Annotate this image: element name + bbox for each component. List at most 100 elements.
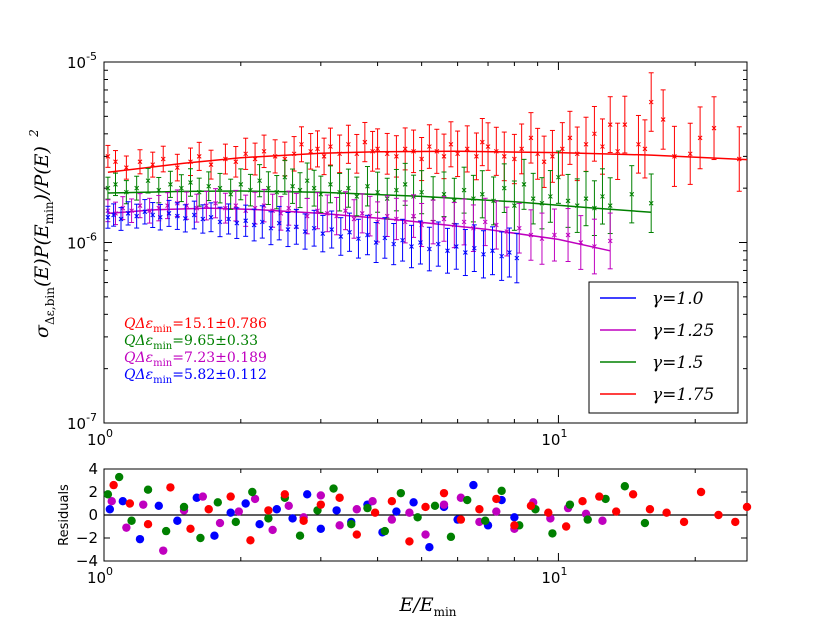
data-point — [426, 226, 432, 272]
residual-point — [714, 510, 723, 520]
data-point — [382, 217, 388, 259]
data-point — [660, 89, 666, 150]
residuals-axis-ticks — [103, 468, 747, 562]
data-point — [129, 198, 135, 223]
data-point — [351, 199, 357, 239]
residual-point — [316, 524, 326, 533]
data-point — [528, 209, 534, 261]
residual-point — [303, 490, 312, 499]
data-point — [178, 174, 184, 203]
data-point — [222, 192, 228, 224]
data-point — [261, 134, 267, 169]
data-point — [583, 171, 589, 227]
fit-annotation: QΔεmin=5.82±0.112 — [124, 367, 267, 386]
residual-point — [409, 498, 418, 507]
data-point — [559, 122, 565, 176]
data-point — [430, 199, 436, 245]
data-point — [111, 203, 117, 227]
data-point — [166, 199, 172, 227]
residual-point — [601, 494, 610, 504]
residual-point — [392, 507, 401, 516]
data-point — [194, 193, 200, 223]
data-point — [134, 203, 140, 229]
data-point — [274, 175, 280, 210]
data-point — [375, 128, 381, 170]
residual-point — [166, 483, 175, 492]
main-panel: 100 101 10-7 10-6 10-5 σΔε,bin(E)P(Emin)/P(E… — [27, 50, 748, 449]
data-point — [206, 171, 212, 202]
residual-point — [215, 518, 225, 528]
data-point — [174, 202, 180, 230]
data-point — [320, 214, 326, 253]
data-point — [370, 130, 376, 172]
data-point — [282, 159, 288, 195]
data-point — [567, 110, 573, 165]
data-point — [514, 232, 520, 284]
data-point — [419, 202, 425, 248]
residual-point — [118, 497, 128, 506]
data-point — [441, 196, 447, 242]
data-point — [384, 195, 390, 237]
data-point — [160, 145, 166, 173]
data-point — [373, 222, 379, 263]
data-point — [247, 173, 253, 207]
residual-point — [380, 526, 390, 536]
residual-point — [387, 515, 397, 524]
xlabel: E/Emin — [398, 594, 456, 619]
fit-annotation: QΔεmin=15.1±0.786 — [124, 316, 267, 335]
data-point — [112, 150, 118, 174]
residual-point — [492, 507, 501, 516]
data-point — [574, 178, 580, 233]
data-point — [493, 200, 499, 250]
residual-point — [284, 501, 293, 510]
data-point — [444, 227, 450, 274]
residual-point — [335, 493, 344, 502]
residual-point — [679, 517, 689, 527]
residual-point — [352, 505, 361, 514]
residual-point — [280, 490, 290, 499]
data-point — [182, 204, 188, 233]
data-point — [265, 171, 271, 206]
data-point — [551, 208, 557, 262]
data-point — [125, 201, 131, 226]
residual-point — [103, 490, 113, 499]
data-point — [105, 176, 111, 200]
data-point — [615, 122, 621, 180]
data-point — [364, 166, 370, 207]
data-point — [314, 130, 320, 168]
residual-point — [226, 492, 235, 501]
legend-label: γ=1.0 — [652, 289, 704, 309]
data-point — [635, 114, 641, 174]
residual-point — [347, 520, 356, 529]
data-point — [671, 125, 677, 187]
data-point — [337, 172, 343, 212]
residual-point — [196, 533, 205, 543]
data-point — [105, 205, 111, 229]
data-point — [123, 180, 129, 205]
data-point — [345, 168, 351, 208]
data-point — [347, 212, 353, 252]
data-point — [337, 134, 343, 174]
residual-point — [186, 524, 195, 533]
data-point — [648, 72, 654, 132]
data-point — [384, 132, 390, 175]
residual-point — [179, 502, 189, 512]
data-point — [203, 190, 209, 221]
data-point — [334, 196, 340, 236]
residual-point — [421, 530, 430, 539]
data-point — [329, 210, 335, 249]
data-point — [687, 122, 693, 185]
data-point — [435, 221, 441, 267]
data-point — [426, 124, 432, 169]
main-tick-labels: 100 101 10-7 10-6 10-5 — [67, 50, 568, 449]
residual-point — [143, 485, 153, 494]
x-tick-label: 101 — [541, 427, 567, 449]
data-point — [226, 203, 232, 235]
residual-point — [127, 516, 136, 525]
data-point — [400, 218, 406, 262]
data-point — [417, 220, 423, 265]
data-point — [479, 118, 485, 167]
residual-point — [139, 500, 148, 509]
series-points — [105, 188, 613, 275]
data-point — [308, 133, 314, 170]
